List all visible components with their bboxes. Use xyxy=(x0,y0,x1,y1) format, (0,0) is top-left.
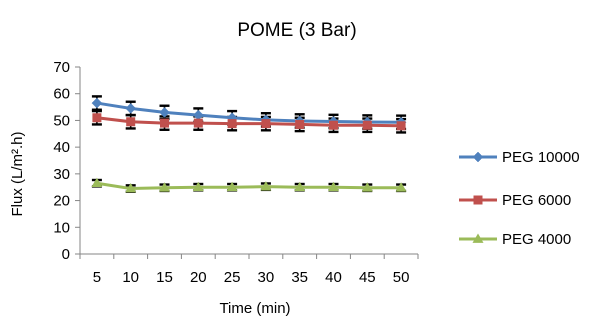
y-tick-label: 30 xyxy=(53,166,70,183)
x-tick-label: 10 xyxy=(122,269,139,286)
data-point xyxy=(92,113,102,123)
data-point xyxy=(395,182,407,192)
x-axis-title: Time (min) xyxy=(219,300,290,317)
legend-label: PEG 6000 xyxy=(502,192,571,209)
x-tick-label: 25 xyxy=(224,269,241,286)
data-point xyxy=(227,119,237,129)
data-point xyxy=(329,120,338,130)
legend-marker xyxy=(473,195,483,205)
data-point xyxy=(126,117,136,127)
data-point xyxy=(91,177,103,188)
data-point xyxy=(260,181,272,191)
data-point xyxy=(328,181,339,192)
x-tick-label: 45 xyxy=(359,269,376,286)
data-point xyxy=(125,183,137,193)
x-tick-label: 15 xyxy=(156,269,173,286)
data-point xyxy=(362,120,372,130)
legend-label: PEG 10000 xyxy=(502,149,580,166)
data-point xyxy=(295,119,305,129)
data-point xyxy=(226,181,238,192)
data-point xyxy=(159,182,170,192)
data-markers xyxy=(91,97,407,193)
series-line-0 xyxy=(96,101,402,124)
data-point xyxy=(91,97,103,109)
y-tick-label: 40 xyxy=(53,139,70,156)
y-tick-label: 20 xyxy=(53,193,70,210)
y-tick-label: 10 xyxy=(53,219,70,236)
data-point xyxy=(160,118,169,128)
x-tick-label: 30 xyxy=(258,269,275,286)
y-tick-label: 70 xyxy=(53,59,70,76)
series-line-1 xyxy=(96,116,402,128)
x-tick-label: 40 xyxy=(325,269,342,286)
data-point xyxy=(193,118,203,128)
data-point xyxy=(192,181,204,192)
y-axis-title: Flux (L/m².h) xyxy=(9,131,26,216)
axes: 0 10 20 30 40 50 60 70 5 10 15 20 25 30 35 40 45 50 xyxy=(53,59,419,286)
series-lines xyxy=(96,101,402,191)
legend-label: PEG 4000 xyxy=(502,231,571,248)
x-tick-label: 20 xyxy=(190,269,207,286)
data-point xyxy=(361,182,373,192)
series-line-2 xyxy=(96,181,402,191)
data-point xyxy=(396,121,406,131)
x-tick-label: 35 xyxy=(291,269,308,286)
data-point xyxy=(125,103,137,114)
chart-title: POME (3 Bar) xyxy=(237,20,356,41)
x-tick-label: 50 xyxy=(393,269,410,286)
data-point xyxy=(192,109,204,121)
x-tick-label: 5 xyxy=(93,269,101,286)
legend-marker xyxy=(472,151,484,163)
legend: PEG 10000 PEG 6000 PEG 4000 xyxy=(459,149,580,248)
data-point xyxy=(261,119,271,129)
data-point xyxy=(159,107,170,118)
y-tick-label: 60 xyxy=(53,86,70,103)
y-tick-label: 0 xyxy=(62,246,70,263)
legend-marker xyxy=(472,233,484,243)
y-tick-label: 50 xyxy=(53,112,70,129)
data-point xyxy=(294,181,306,192)
